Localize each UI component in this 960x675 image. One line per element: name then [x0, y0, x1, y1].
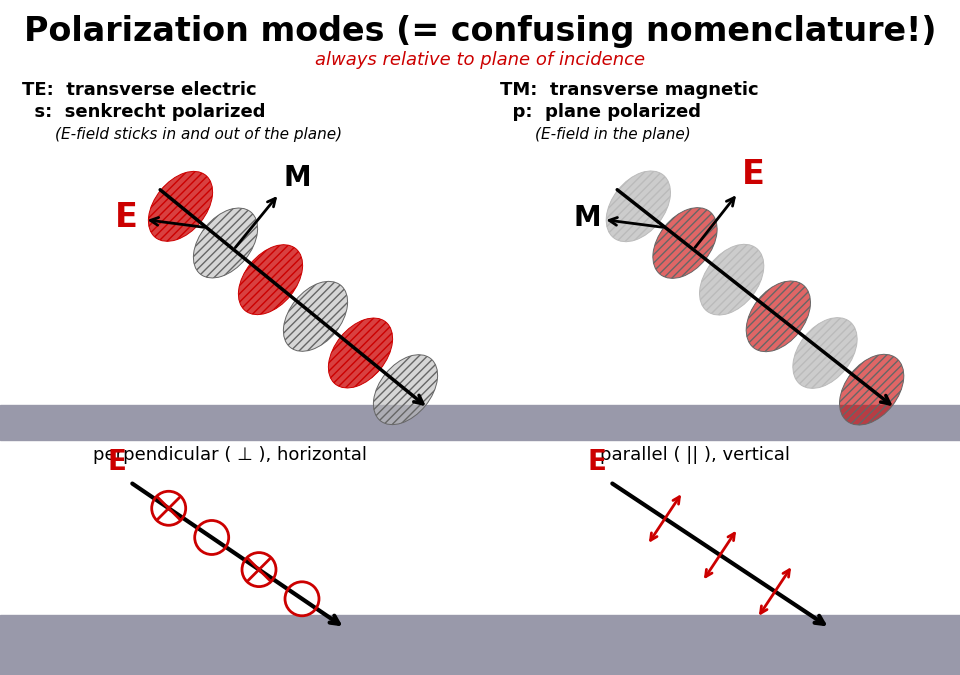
Ellipse shape	[653, 208, 717, 278]
Text: E: E	[588, 448, 607, 476]
Text: M: M	[283, 164, 311, 192]
Text: M: M	[573, 204, 601, 232]
Ellipse shape	[606, 171, 670, 242]
Ellipse shape	[238, 245, 302, 315]
Text: always relative to plane of incidence: always relative to plane of incidence	[315, 51, 645, 69]
Ellipse shape	[793, 318, 857, 388]
Text: TE:  transverse electric: TE: transverse electric	[22, 81, 256, 99]
Text: Polarization modes (= confusing nomenclature!): Polarization modes (= confusing nomencla…	[24, 16, 936, 49]
Text: s:  senkrecht polarized: s: senkrecht polarized	[22, 103, 266, 121]
Text: E: E	[108, 448, 127, 476]
Ellipse shape	[328, 318, 393, 388]
Text: (E-field sticks in and out of the plane): (E-field sticks in and out of the plane)	[55, 128, 342, 142]
Ellipse shape	[373, 354, 438, 425]
Ellipse shape	[840, 354, 903, 425]
Text: p:  plane polarized: p: plane polarized	[500, 103, 701, 121]
Text: E: E	[114, 201, 137, 234]
Ellipse shape	[283, 281, 348, 351]
Bar	[0, 405, 960, 440]
Text: parallel ( || ), vertical: parallel ( || ), vertical	[600, 446, 790, 464]
Bar	[0, 615, 960, 675]
Ellipse shape	[193, 208, 257, 278]
Ellipse shape	[700, 244, 764, 315]
Text: (E-field in the plane): (E-field in the plane)	[535, 128, 691, 142]
Ellipse shape	[746, 281, 810, 352]
Text: E: E	[742, 158, 765, 191]
Text: TM:  transverse magnetic: TM: transverse magnetic	[500, 81, 758, 99]
Text: perpendicular ( ⊥ ), horizontal: perpendicular ( ⊥ ), horizontal	[93, 446, 367, 464]
Ellipse shape	[149, 171, 212, 241]
